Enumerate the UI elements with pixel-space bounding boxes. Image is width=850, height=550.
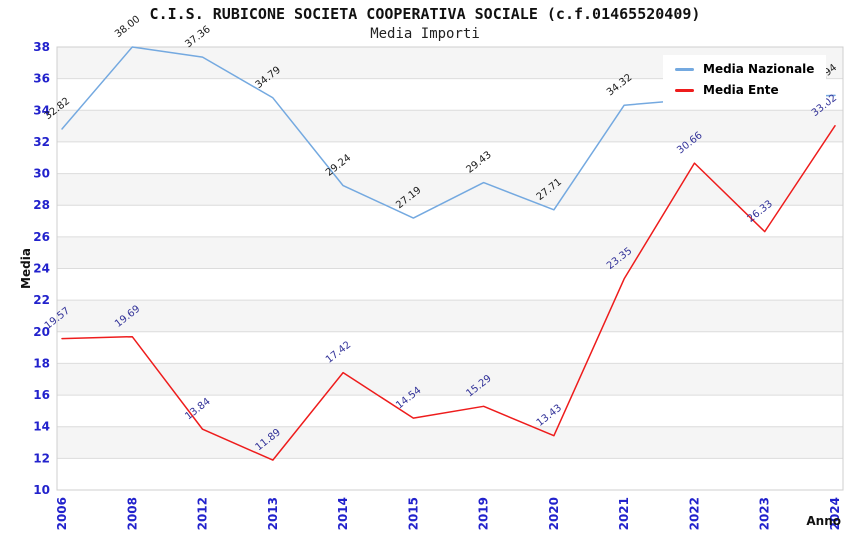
y-tick-label: 22 xyxy=(33,293,50,307)
legend-swatch-icon xyxy=(675,67,694,71)
grid-band xyxy=(57,363,843,396)
chart-subtitle: Media Importi xyxy=(370,26,480,42)
legend-item-media-nazionale: Media Nazionale xyxy=(675,62,814,76)
point-label: 37.36 xyxy=(183,24,212,50)
chart-title: C.I.S. RUBICONE SOCIETA COOPERATIVA SOCI… xyxy=(149,5,701,23)
x-tick-label: 2015 xyxy=(406,497,420,530)
y-tick-label: 12 xyxy=(33,451,50,465)
y-tick-label: 36 xyxy=(33,72,50,86)
legend: Media Nazionale Media Ente xyxy=(663,55,827,104)
y-axis-title: Media xyxy=(19,248,33,289)
y-tick-label: 32 xyxy=(33,135,50,149)
legend-item-media-ente: Media Ente xyxy=(675,83,814,97)
y-tick-label: 16 xyxy=(33,388,50,402)
x-tick-label: 2014 xyxy=(336,497,350,530)
x-tick-label: 2021 xyxy=(617,497,631,530)
point-label: 17.42 xyxy=(324,339,353,365)
y-tick-label: 20 xyxy=(33,325,50,339)
grid-band xyxy=(57,173,843,206)
grid-band xyxy=(57,236,843,269)
plot-border xyxy=(56,46,844,491)
grid-band xyxy=(57,426,843,459)
x-axis-title: Anno xyxy=(806,514,841,528)
point-label: 13.43 xyxy=(535,403,564,429)
x-tick-label: 2019 xyxy=(477,497,491,530)
x-tick-label: 2012 xyxy=(196,497,210,530)
y-tick-label: 10 xyxy=(33,483,50,497)
x-tick-label: 2024 xyxy=(828,497,842,530)
grid-band xyxy=(57,110,843,142)
y-tick-label: 28 xyxy=(33,198,50,212)
x-tick-label: 2023 xyxy=(758,497,772,530)
grid-band xyxy=(57,300,843,332)
x-tick-label: 2008 xyxy=(125,497,139,530)
y-tick-label: 26 xyxy=(33,230,50,244)
y-tick-label: 18 xyxy=(33,356,50,370)
point-label: 38.00 xyxy=(113,14,142,40)
point-label: 29.43 xyxy=(464,149,493,175)
y-tick-label: 30 xyxy=(33,167,50,181)
y-tick-label: 24 xyxy=(33,262,50,276)
point-label: 13.84 xyxy=(183,396,212,422)
series-line-media-ente xyxy=(61,125,836,461)
y-tick-label: 38 xyxy=(33,40,50,54)
legend-label: Media Nazionale xyxy=(703,62,815,76)
x-tick-label: 2006 xyxy=(55,497,69,530)
y-tick-label: 14 xyxy=(33,420,50,434)
x-tick-label: 2020 xyxy=(547,497,561,530)
legend-swatch-icon xyxy=(675,88,694,92)
x-tick-label: 2013 xyxy=(266,497,280,530)
y-tick-label: 34 xyxy=(33,103,50,117)
x-tick-label: 2022 xyxy=(687,497,701,530)
legend-label: Media Ente xyxy=(703,83,779,97)
